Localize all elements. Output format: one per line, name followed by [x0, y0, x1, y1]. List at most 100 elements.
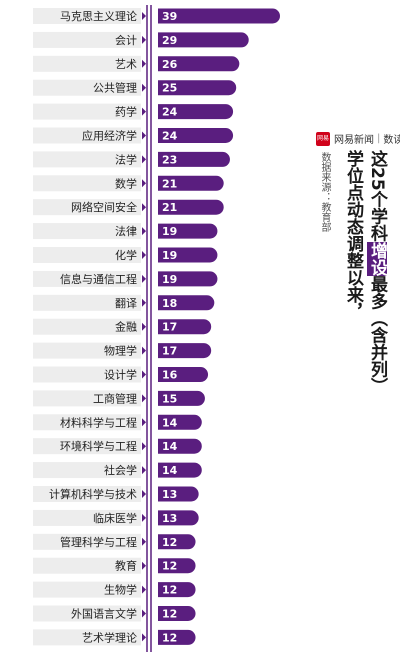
category-label: 材料科学与工程 [60, 415, 137, 429]
category-label-bg [33, 438, 141, 455]
category-label-bg [33, 270, 141, 287]
pointer-arrow-icon [142, 466, 146, 475]
bar-value-label: 12 [162, 584, 177, 597]
category-label: 外国语言文学 [71, 607, 137, 621]
category-label-bg [33, 103, 141, 120]
category-label-bg [33, 509, 141, 526]
bar-row: 社会学 14 [33, 462, 202, 479]
category-label: 翻译 [115, 296, 137, 310]
category-label-bg [33, 414, 141, 431]
bar [158, 151, 230, 167]
category-label: 公共管理 [93, 81, 137, 95]
category-label-bg [33, 79, 141, 96]
pointer-arrow-icon [142, 585, 146, 594]
category-label: 化学 [115, 248, 137, 262]
category-label-bg [33, 486, 141, 502]
bar [158, 414, 202, 430]
bar [158, 629, 196, 645]
category-label: 教育 [115, 559, 137, 573]
bar-row: 生物学 12 [33, 581, 196, 598]
brand-section: 数读 [383, 135, 400, 146]
bar-row: 翻译 18 [33, 294, 215, 311]
bar-row: 应用经济学 24 [33, 127, 234, 144]
category-label: 药学 [115, 105, 137, 119]
pointer-arrow-icon [142, 346, 146, 355]
chart-title-line-1: 这25个学科增设最多（含并列） [367, 150, 387, 395]
bar [158, 223, 218, 239]
category-label: 设计学 [104, 368, 137, 382]
category-label: 生物学 [104, 583, 137, 597]
netease-logo-icon: 网易 [316, 131, 330, 146]
bar-row: 教育 12 [33, 557, 196, 574]
title-highlight: 增设 [367, 241, 387, 276]
chart-title-line-2: 学位点动态调整以来， [343, 150, 363, 320]
bar [158, 104, 234, 120]
bar-row: 艺术 26 [33, 55, 240, 72]
pointer-arrow-icon [142, 251, 146, 259]
bar-row: 金融 17 [33, 318, 212, 335]
bar [158, 606, 196, 621]
bar-value-label: 12 [162, 560, 177, 573]
category-label: 物理学 [104, 344, 137, 358]
bar [158, 462, 202, 478]
bar-row: 材料科学与工程 14 [33, 414, 202, 431]
bar [158, 319, 212, 335]
bar-value-label: 13 [162, 512, 177, 525]
pointer-arrow-icon [142, 322, 146, 331]
category-label-bg [33, 223, 141, 240]
bar-row: 网络空间安全 21 [33, 199, 224, 216]
pointer-arrow-icon [142, 35, 146, 44]
title-part-2: 最多（含并列） [367, 275, 387, 395]
brand-name: 网易新闻 [334, 135, 374, 146]
bar [158, 8, 281, 24]
bar [158, 438, 202, 454]
bar-row: 公共管理 25 [33, 79, 237, 96]
pointer-arrow-icon [142, 537, 146, 546]
category-label-bg [33, 127, 141, 144]
bar-value-label: 15 [162, 392, 177, 405]
category-label: 艺术 [115, 58, 137, 71]
brand: 网易 网易新闻 | 数读 [316, 131, 400, 146]
bar-value-label: 14 [162, 464, 178, 477]
category-label-bg [33, 390, 141, 407]
bar-value-label: 16 [162, 369, 178, 382]
bar-row: 物理学 17 [33, 342, 212, 359]
bar-row: 设计学 16 [33, 366, 209, 383]
bar-value-label: 12 [162, 536, 177, 549]
bar-value-label: 18 [162, 297, 177, 310]
bar [158, 175, 224, 191]
category-label: 管理科学与工程 [60, 535, 137, 549]
category-label: 马克思主义理论 [60, 9, 137, 23]
category-label: 金融 [115, 320, 137, 334]
category-label: 临床医学 [93, 511, 137, 525]
bar [158, 343, 212, 359]
category-label: 艺术学理论 [82, 630, 137, 644]
pointer-arrow-icon [142, 298, 146, 307]
bar-row: 外国语言文学 12 [33, 605, 196, 622]
category-label-bg [33, 533, 141, 550]
pointer-arrow-icon [142, 370, 146, 379]
bar [158, 558, 196, 574]
category-label-bg [33, 557, 141, 574]
bar-value-label: 19 [162, 249, 177, 262]
category-label-bg [33, 366, 141, 383]
bar-value-label: 17 [162, 321, 177, 334]
bar-value-label: 17 [162, 345, 177, 358]
category-label-bg [33, 462, 141, 479]
bar [158, 486, 199, 502]
bar-row: 环境科学与工程 14 [33, 438, 202, 455]
category-label: 计算机科学与技术 [49, 487, 137, 501]
category-label: 工商管理 [93, 391, 137, 405]
bar [158, 367, 209, 382]
bar-row: 法律 19 [33, 223, 218, 240]
title-part-1: 这25个学科 [367, 150, 387, 242]
category-label: 社会学 [104, 463, 137, 477]
category-label: 法学 [115, 152, 137, 166]
pointer-arrow-icon [142, 274, 146, 283]
bar-value-label: 24 [162, 130, 178, 143]
pointer-arrow-icon [142, 59, 146, 68]
pointer-arrow-icon [142, 179, 146, 188]
bar-value-label: 12 [162, 631, 177, 644]
bar-rows: 马克思主义理论 39 会计 29 艺术 26 公共管理 25 药学 24 应用经济学 24 法学 23 数学… [33, 8, 281, 646]
category-label-bg [33, 581, 141, 598]
